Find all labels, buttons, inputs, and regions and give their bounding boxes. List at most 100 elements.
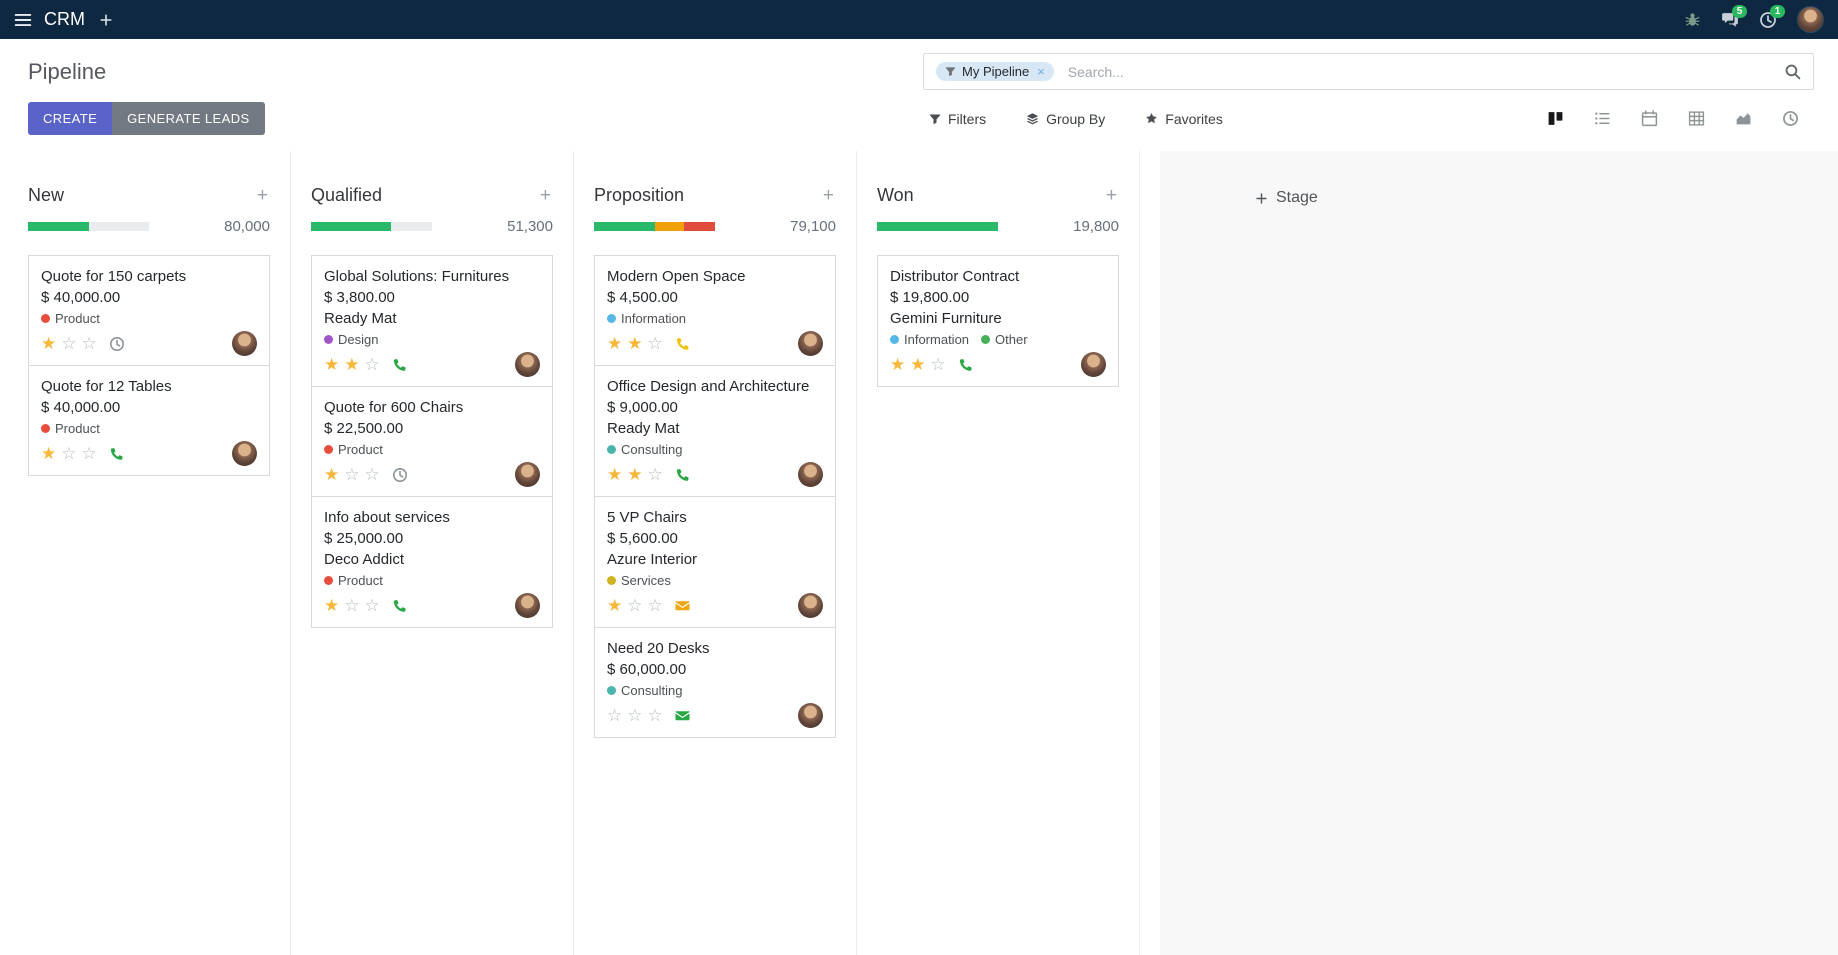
app-name[interactable]: CRM (44, 9, 85, 29)
activities-clock-icon[interactable]: 1 (1759, 4, 1785, 29)
group-by-button[interactable]: Group By (1020, 110, 1111, 128)
pivot-view-icon[interactable] (1673, 103, 1720, 135)
priority-stars[interactable]: ★☆☆ (607, 595, 668, 615)
column-quick-create-button[interactable]: + (539, 185, 551, 206)
card-partner: Azure Interior (607, 551, 698, 568)
bug-icon[interactable] (1684, 11, 1701, 28)
avatar[interactable] (232, 441, 257, 466)
tag: Product (41, 421, 100, 436)
calendar-view-icon[interactable] (1626, 103, 1673, 135)
search-icon[interactable] (1784, 63, 1801, 80)
kanban-column-new: New + 80,000 Quote for 150 carpets $ 40,… (28, 151, 291, 955)
card-tags: Product (324, 573, 540, 588)
priority-stars[interactable]: ★☆☆ (41, 443, 102, 463)
card-tags: Product (41, 311, 257, 326)
tag-color-dot (607, 576, 616, 585)
progress-segment-green[interactable] (311, 222, 391, 231)
tag-label: Product (55, 421, 100, 436)
card-amount: $ 40,000.00 (41, 289, 121, 306)
column-progressbar[interactable] (28, 222, 149, 231)
progress-segment-yellow[interactable] (654, 222, 684, 231)
tag: Product (41, 311, 100, 326)
envelope-icon[interactable] (675, 598, 690, 613)
phone-icon[interactable] (958, 357, 973, 372)
card-tags: Information (607, 311, 823, 326)
priority-stars[interactable]: ☆☆☆ (607, 705, 668, 725)
column-title[interactable]: Won (877, 185, 914, 205)
priority-stars[interactable]: ★☆☆ (41, 333, 102, 353)
kanban-card[interactable]: Info about services $ 25,000.00 Deco Add… (311, 496, 553, 628)
search-facet-my-pipeline[interactable]: My Pipeline × (936, 62, 1054, 81)
envelope-icon[interactable] (675, 708, 690, 723)
kanban-card[interactable]: Quote for 600 Chairs $ 22,500.00 Product… (311, 386, 553, 497)
progress-segment-red[interactable] (683, 222, 715, 231)
filters-button[interactable]: Filters (923, 110, 992, 128)
phone-icon[interactable] (109, 446, 124, 461)
plus-icon[interactable] (99, 13, 113, 27)
kanban-card[interactable]: Quote for 12 Tables $ 40,000.00 Product … (28, 365, 270, 476)
kanban-card[interactable]: Office Design and Architecture $ 9,000.0… (594, 365, 836, 497)
avatar[interactable] (798, 703, 823, 728)
priority-stars[interactable]: ★★☆ (607, 464, 668, 484)
kanban-card[interactable]: Global Solutions: Furnitures $ 3,800.00 … (311, 255, 553, 387)
favorites-button[interactable]: Favorites (1139, 110, 1229, 128)
user-avatar[interactable] (1797, 6, 1824, 33)
column-quick-create-button[interactable]: + (822, 185, 834, 206)
card-amount: $ 9,000.00 (607, 399, 678, 416)
activity-view-icon[interactable] (1767, 103, 1814, 135)
priority-stars[interactable]: ★★☆ (324, 354, 385, 374)
phone-icon[interactable] (675, 336, 690, 351)
avatar[interactable] (798, 331, 823, 356)
kanban-card[interactable]: Need 20 Desks $ 60,000.00 Consulting ☆☆☆ (594, 627, 836, 738)
progress-segment-green[interactable] (877, 222, 998, 231)
column-progressbar[interactable] (311, 222, 432, 231)
list-view-icon[interactable] (1579, 103, 1626, 135)
card-title: Modern Open Space (607, 268, 746, 285)
avatar[interactable] (798, 593, 823, 618)
phone-icon[interactable] (675, 467, 690, 482)
search-input[interactable] (1065, 62, 1784, 81)
column-quick-create-button[interactable]: + (1105, 185, 1117, 206)
column-title[interactable]: Proposition (594, 185, 685, 205)
progress-segment-green[interactable] (594, 222, 655, 231)
kanban-card[interactable]: 5 VP Chairs $ 5,600.00 Azure Interior Se… (594, 496, 836, 628)
priority-stars[interactable]: ★★☆ (607, 333, 668, 353)
avatar[interactable] (798, 462, 823, 487)
clock-icon[interactable] (392, 467, 408, 483)
kanban-card[interactable]: Distributor Contract $ 19,800.00 Gemini … (877, 255, 1119, 387)
priority-stars[interactable]: ★☆☆ (324, 464, 385, 484)
clock-icon[interactable] (109, 336, 125, 352)
avatar[interactable] (1081, 352, 1106, 377)
kanban-view-icon[interactable] (1532, 103, 1579, 135)
facet-remove-icon[interactable]: × (1037, 64, 1045, 79)
column-title[interactable]: New (28, 185, 65, 205)
column-title[interactable]: Qualified (311, 185, 383, 205)
search-bar[interactable]: My Pipeline × (923, 53, 1814, 90)
avatar[interactable] (232, 331, 257, 356)
kanban-card[interactable]: Quote for 150 carpets $ 40,000.00 Produc… (28, 255, 270, 366)
phone-icon[interactable] (392, 598, 407, 613)
column-quick-create-button[interactable]: + (256, 185, 268, 206)
avatar[interactable] (515, 593, 540, 618)
column-progressbar[interactable] (594, 222, 715, 231)
card-partner: Ready Mat (607, 420, 680, 437)
card-title: 5 VP Chairs (607, 509, 687, 526)
create-button[interactable]: CREATE (28, 102, 113, 135)
kanban-card[interactable]: Modern Open Space $ 4,500.00 Information… (594, 255, 836, 366)
tag: Consulting (607, 683, 682, 698)
messages-icon[interactable]: 5 (1721, 4, 1747, 29)
avatar[interactable] (515, 462, 540, 487)
progress-segment-green[interactable] (28, 222, 89, 231)
priority-stars[interactable]: ★★☆ (890, 354, 951, 374)
graph-view-icon[interactable] (1720, 103, 1767, 135)
tag-color-dot (324, 445, 333, 454)
hamburger-icon[interactable] (14, 11, 32, 29)
card-partner: Ready Mat (324, 310, 397, 327)
priority-stars[interactable]: ★☆☆ (324, 595, 385, 615)
add-stage-button[interactable]: Stage (1255, 189, 1318, 207)
column-progressbar[interactable] (877, 222, 998, 231)
generate-leads-button[interactable]: GENERATE LEADS (112, 102, 265, 135)
tag-label: Product (338, 573, 383, 588)
phone-icon[interactable] (392, 357, 407, 372)
avatar[interactable] (515, 352, 540, 377)
